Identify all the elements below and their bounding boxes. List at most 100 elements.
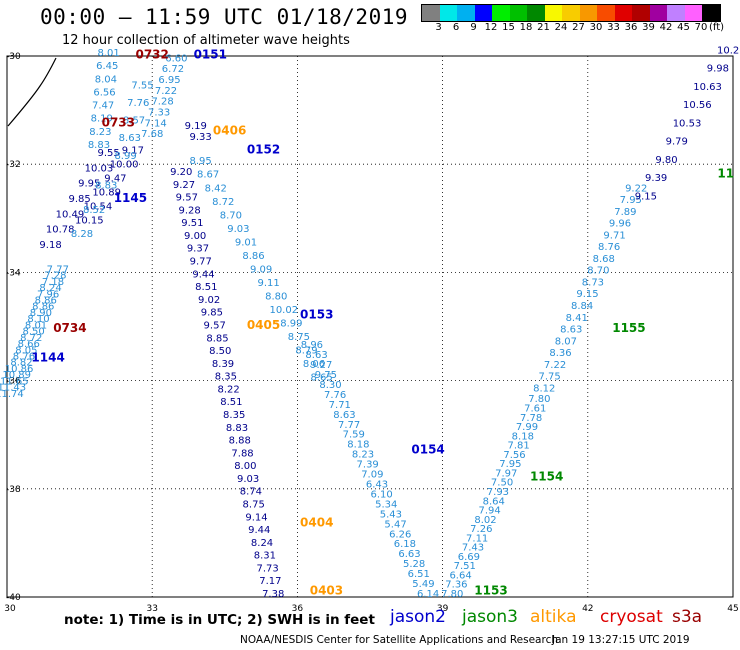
swh-value: 7.61 (524, 404, 546, 415)
swh-value: 8.07 (555, 336, 577, 347)
swh-value: 7.39 (357, 460, 379, 471)
swh-value: 8.02 (474, 515, 496, 526)
swh-value: 8.22 (217, 384, 239, 395)
coastline (7, 57, 57, 127)
swh-value: 9.18 (39, 240, 61, 251)
pass-time-label: 0406 (213, 123, 246, 137)
swh-value: 8.24 (39, 283, 61, 294)
y-tick-label: -38 (6, 485, 21, 495)
plot-frame (6, 55, 734, 598)
swh-value: 9.22 (625, 183, 647, 194)
footer-credit: NOAA/NESDIS Center for Satellite Applica… (240, 634, 558, 646)
swh-value: 8.83 (226, 423, 248, 434)
pass-time-label: 0403 (310, 583, 343, 597)
colorbar-label: 12 (484, 22, 498, 33)
swh-value: 7.76 (324, 390, 346, 401)
swh-value: 8.75 (288, 332, 310, 343)
swh-value: 7.38 (262, 589, 284, 600)
swh-value: 8.35 (223, 410, 245, 421)
swh-value: 8.66 (18, 339, 40, 350)
swh-value: 7.76 (127, 98, 149, 109)
x-tick-label: 33 (146, 604, 157, 614)
swh-value: 8.68 (593, 254, 615, 265)
swh-value: 7.51 (454, 561, 476, 572)
swh-value: 8.19 (91, 114, 113, 125)
swh-value: 9.51 (181, 218, 203, 229)
swh-value: 7.89 (614, 207, 636, 218)
swh-value: 7.11 (466, 533, 488, 544)
swh-value: 8.50 (22, 327, 44, 338)
swh-value: 8.76 (598, 242, 620, 253)
swh-value: 8.35 (215, 372, 237, 383)
pass-time-label: 0733 (102, 115, 135, 129)
x-tick-label: 30 (4, 604, 16, 614)
swh-value: 8.41 (566, 313, 588, 324)
colorbar-swatch (544, 5, 562, 21)
colorbar-label: 3 (435, 22, 442, 33)
y-tick-label: -32 (6, 160, 21, 170)
swh-value: 9.17 (122, 145, 144, 156)
swh-value: 11.74 (0, 389, 24, 400)
legend-jason3: jason3 (462, 607, 518, 627)
swh-value: 9.00 (184, 231, 206, 242)
swh-value: 7.75 (539, 372, 561, 383)
swh-value: 9.95 (78, 179, 100, 190)
swh-value: 7.73 (256, 563, 278, 574)
swh-value: 11.65 (0, 376, 29, 387)
swh-value: 6.14 (417, 589, 439, 600)
colorbar-swatch (457, 5, 475, 21)
swh-value: 10.49 (56, 209, 85, 220)
swh-value: 8.83 (95, 181, 117, 192)
swh-value: 6.26 (389, 529, 411, 540)
swh-value: 6.69 (458, 552, 480, 563)
colorbar-label: 21 (537, 22, 550, 33)
swh-value: 9.09 (250, 264, 272, 275)
colorbar-swatch (667, 5, 685, 21)
x-tick-label: 45 (727, 604, 738, 614)
colorbar-label: 42 (659, 22, 673, 33)
swh-value: 9.33 (189, 132, 211, 143)
note-text: note: 1) Time is in UTC; 2) SWH is in fe… (64, 612, 375, 628)
swh-value: 7.09 (361, 470, 383, 481)
swh-value: 9.44 (248, 525, 270, 536)
swh-value: 8.95 (189, 156, 211, 167)
swh-value: 7.80 (441, 589, 463, 600)
swh-value: 6.43 (366, 480, 388, 491)
swh-value: 8.74 (240, 487, 262, 498)
colorbar-swatch (474, 5, 492, 21)
subtitle: 12 hour collection of altimeter wave hei… (62, 33, 350, 48)
swh-value: 7.78 (520, 413, 542, 424)
footer-timestamp: Jan 19 13:27:15 UTC 2019 (552, 634, 690, 646)
swh-value: 5.43 (380, 509, 402, 520)
pass-time-label: 0151 (194, 48, 227, 62)
swh-value: 7.77 (338, 420, 360, 431)
swh-value: 10.2 (717, 45, 739, 56)
swh-value: 7.93 (487, 487, 509, 498)
swh-value: 9.37 (187, 244, 209, 255)
swh-value: 7.36 (445, 580, 467, 591)
swh-value: 8.70 (587, 266, 609, 277)
y-tick-label: -40 (6, 593, 21, 603)
swh-value: 6.72 (162, 64, 184, 75)
swh-value: 8.10 (27, 314, 49, 325)
colorbar-label: 9 (470, 22, 477, 33)
swh-value: 10.56 (683, 100, 712, 111)
swh-value: 8.51 (220, 397, 242, 408)
swh-value: 8.23 (89, 127, 111, 138)
swh-value: 10.00 (110, 159, 139, 170)
swh-value: 6.18 (394, 539, 416, 550)
swh-value: 5.28 (403, 559, 425, 570)
swh-value: 9.03 (237, 474, 259, 485)
colorbar-label: 36 (624, 22, 638, 33)
swh-value: 8.42 (205, 183, 227, 194)
swh-value: 6.51 (408, 569, 430, 580)
swh-value: 8.12 (533, 383, 555, 394)
swh-value: 7.97 (495, 468, 517, 479)
swh-value: 7.18 (42, 277, 64, 288)
swh-value: 8.00 (234, 461, 256, 472)
swh-value: 7.14 (145, 118, 167, 129)
swh-value: 7.80 (528, 394, 550, 405)
swh-value: 8.63 (305, 350, 327, 361)
swh-value: 9.03 (227, 224, 249, 235)
